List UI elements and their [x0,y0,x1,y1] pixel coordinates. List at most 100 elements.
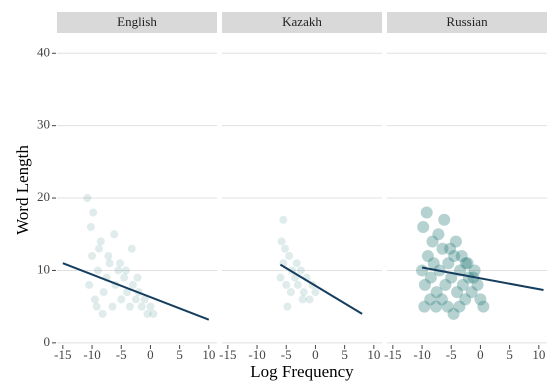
point [281,244,290,253]
point [123,288,132,297]
point [86,223,95,232]
x-tick-label: -10 [413,347,430,362]
point [298,295,307,304]
x-tick-label: -10 [248,347,265,362]
x-tick-label: 10 [532,347,545,362]
point [99,288,108,297]
x-tick-label: 0 [477,347,484,362]
point [477,300,490,313]
point [143,309,152,318]
point [108,302,117,311]
point [459,293,472,306]
point [430,286,443,299]
point [120,273,129,282]
strip [222,12,382,33]
x-tick-label: -5 [446,347,457,362]
point [128,280,137,289]
point [276,273,285,282]
point [424,293,437,306]
point [140,295,149,304]
point [465,286,478,299]
point [421,249,434,262]
point [125,302,134,311]
y-tick-label: 20 [37,189,50,204]
point [105,259,114,268]
y-tick-label: 40 [37,44,50,59]
point [133,273,142,282]
fit-line [421,266,544,291]
fit-line [62,262,210,321]
point [447,307,460,320]
point [451,286,464,299]
point [137,302,146,311]
point [420,206,433,219]
point [461,257,474,270]
point [471,278,484,291]
point [282,280,291,289]
point [121,266,130,275]
y-tick-label: 0 [44,334,51,349]
x-tick-label: 10 [367,347,380,362]
point [311,288,320,297]
x-tick-label: 5 [506,347,513,362]
point [98,309,107,318]
point [439,278,452,291]
x-tick-label: 5 [176,347,183,362]
point [299,288,308,297]
point [436,242,449,255]
point [83,194,92,203]
point [292,259,301,268]
point [85,280,94,289]
x-tick-label: -5 [281,347,292,362]
point [438,213,451,226]
x-tick-label: 10 [202,347,215,362]
point [127,244,136,253]
point [116,259,125,268]
strip [57,12,217,33]
point [149,309,158,318]
point [418,278,431,291]
point [104,251,113,260]
x-tick-label: -15 [219,347,236,362]
x-tick-label: -15 [384,347,401,362]
point [96,237,105,246]
point [435,293,448,306]
points [83,194,158,318]
point [427,257,440,270]
point [453,300,466,313]
point [293,280,302,289]
point [131,295,140,304]
x-tick-label: 5 [341,347,348,362]
point [445,271,458,284]
point [114,266,123,275]
fit-line [279,263,363,315]
strip-label: Kazakh [282,14,322,29]
x-axis-title: Log Frequency [250,362,354,381]
point [283,302,292,311]
x-tick-label: 0 [312,347,319,362]
point [459,257,472,270]
point [93,266,102,275]
point [88,251,97,260]
strip-label: Russian [446,14,488,29]
point [305,295,314,304]
point [417,221,430,234]
point [449,235,462,248]
point [432,228,445,241]
y-tick-label: 30 [37,117,50,132]
strip [387,12,547,33]
point [92,302,101,311]
point [418,300,431,313]
point [444,242,457,255]
point [277,237,286,246]
point [424,271,437,284]
point [430,300,443,313]
y-axis-title: Word Length [13,145,32,235]
point [468,264,481,277]
point [117,295,126,304]
x-tick-label: -15 [54,347,71,362]
point [296,266,305,275]
point [448,249,461,262]
point [456,278,469,291]
